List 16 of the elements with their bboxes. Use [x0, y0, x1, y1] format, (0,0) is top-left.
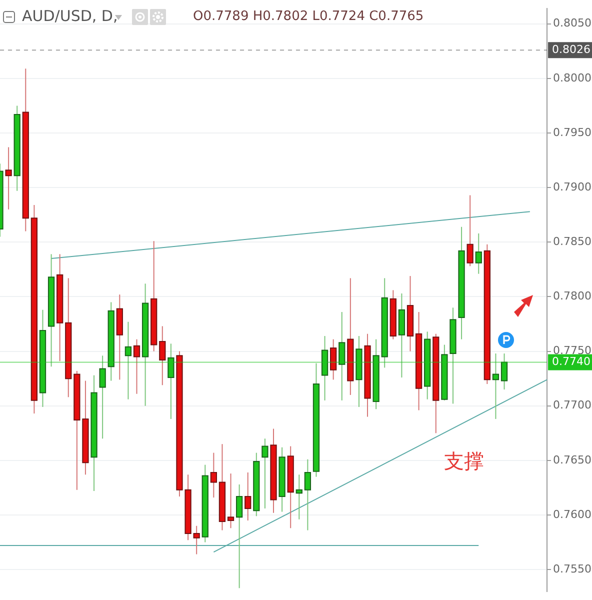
y-tick-label: 0.7950 [553, 126, 592, 139]
y-tick-label: 0.7600 [553, 508, 592, 521]
y-tick-label: 0.8050 [553, 16, 592, 30]
annotation: 支撑 [444, 448, 484, 475]
ref-line-label: 0.8026 [552, 42, 590, 56]
y-tick-label: 0.7750 [553, 344, 592, 358]
y-tick-label: 0.7650 [553, 453, 592, 466]
chart-subtitle: O0.7789 H0.7802 L0.7724 C0.7765 [193, 9, 424, 24]
ref-line-label: 0.7740 [552, 355, 590, 368]
chart-title: AUD/USD, D, [22, 7, 118, 25]
y-tick-label: 0.7550 [553, 562, 592, 576]
y-tick-label: 0.7850 [553, 235, 592, 248]
y-tick-label: 0.8000 [553, 71, 592, 84]
y-tick-label: 0.7800 [553, 290, 592, 303]
y-tick-label: 0.7900 [553, 180, 592, 194]
y-tick-label: 0.7700 [553, 398, 592, 412]
